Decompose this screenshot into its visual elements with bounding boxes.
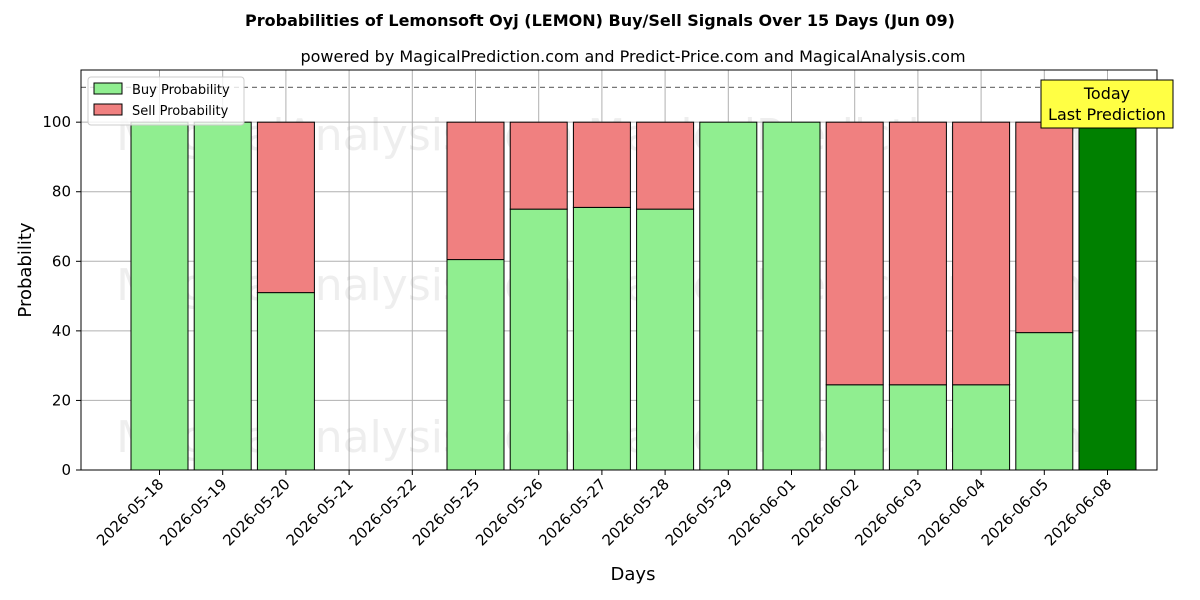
bar-sell bbox=[952, 121, 1011, 386]
today-line-1: Today bbox=[1083, 84, 1130, 103]
x-tick-label: 2026-05-21 bbox=[283, 475, 357, 549]
legend-sell-swatch bbox=[93, 103, 123, 116]
x-tick-label: 2026-06-05 bbox=[978, 475, 1052, 549]
legend-buy-swatch bbox=[93, 82, 123, 95]
bar-buy bbox=[636, 208, 695, 471]
legend: Buy Probability Sell Probability bbox=[87, 76, 245, 126]
x-axis: 2026-05-182026-05-192026-05-202026-05-21… bbox=[93, 470, 1115, 549]
y-tick-label: 80 bbox=[52, 183, 71, 201]
x-tick-label: 2026-06-03 bbox=[851, 475, 925, 549]
y-axis-label: Probability bbox=[15, 222, 36, 317]
y-tick-label: 100 bbox=[42, 113, 71, 131]
y-tick-label: 20 bbox=[52, 391, 71, 409]
bar-buy bbox=[825, 384, 884, 471]
today-annotation: Today Last Prediction bbox=[1040, 79, 1174, 129]
bar-buy bbox=[509, 208, 568, 471]
today-line-2: Last Prediction bbox=[1048, 105, 1166, 124]
bar-buy bbox=[762, 121, 821, 471]
legend-sell-label: Sell Probability bbox=[132, 104, 229, 119]
bar-today bbox=[1078, 121, 1137, 471]
x-tick-label: 2026-05-29 bbox=[662, 475, 736, 549]
plot-frame bbox=[80, 69, 1158, 471]
bar-sell bbox=[256, 121, 315, 294]
x-axis-label: Days bbox=[611, 564, 656, 585]
bar-sell bbox=[636, 121, 695, 210]
bar-buy bbox=[572, 206, 631, 471]
bar-buy bbox=[1015, 332, 1074, 471]
x-tick-label: 2026-05-28 bbox=[599, 475, 673, 549]
x-tick-label: 2026-05-25 bbox=[409, 475, 483, 549]
y-axis: 0 20 40 60 80 100 bbox=[42, 113, 81, 479]
today-box bbox=[1040, 79, 1174, 129]
bar-buy bbox=[193, 121, 252, 471]
y-tick-label: 60 bbox=[52, 252, 71, 270]
y-tick-label: 40 bbox=[52, 322, 71, 340]
legend-box bbox=[87, 76, 245, 126]
bar-buy bbox=[446, 259, 505, 471]
bar-buy bbox=[130, 121, 189, 471]
x-tick-label: 2026-06-01 bbox=[725, 475, 799, 549]
bar-sell bbox=[825, 121, 884, 386]
bars bbox=[130, 121, 1137, 471]
bar-sell bbox=[446, 121, 505, 261]
bar-buy bbox=[699, 121, 758, 471]
x-tick-label: 2026-05-22 bbox=[346, 475, 420, 549]
bar-sell bbox=[888, 121, 947, 386]
x-tick-label: 2026-06-02 bbox=[788, 475, 862, 549]
legend-buy-label: Buy Probability bbox=[132, 83, 230, 98]
y-tick-label: 0 bbox=[61, 461, 71, 479]
x-tick-label: 2026-05-18 bbox=[93, 475, 167, 549]
bar-buy bbox=[888, 384, 947, 471]
bar-buy bbox=[952, 384, 1011, 471]
bar-sell bbox=[1015, 121, 1074, 334]
chart-title: Probabilities of Lemonsoft Oyj (LEMON) B… bbox=[245, 11, 955, 30]
chart-subtitle: powered by MagicalPrediction.com and Pre… bbox=[300, 47, 965, 66]
x-tick-label: 2026-06-08 bbox=[1041, 475, 1115, 549]
bar-sell bbox=[572, 121, 631, 208]
x-tick-label: 2026-05-19 bbox=[156, 475, 230, 549]
x-tick-label: 2026-06-04 bbox=[915, 475, 989, 549]
x-tick-label: 2026-05-27 bbox=[535, 475, 609, 549]
x-tick-label: 2026-05-20 bbox=[219, 475, 293, 549]
x-tick-label: 2026-05-26 bbox=[472, 475, 546, 549]
bar-sell bbox=[509, 121, 568, 210]
bar-buy bbox=[256, 292, 315, 471]
